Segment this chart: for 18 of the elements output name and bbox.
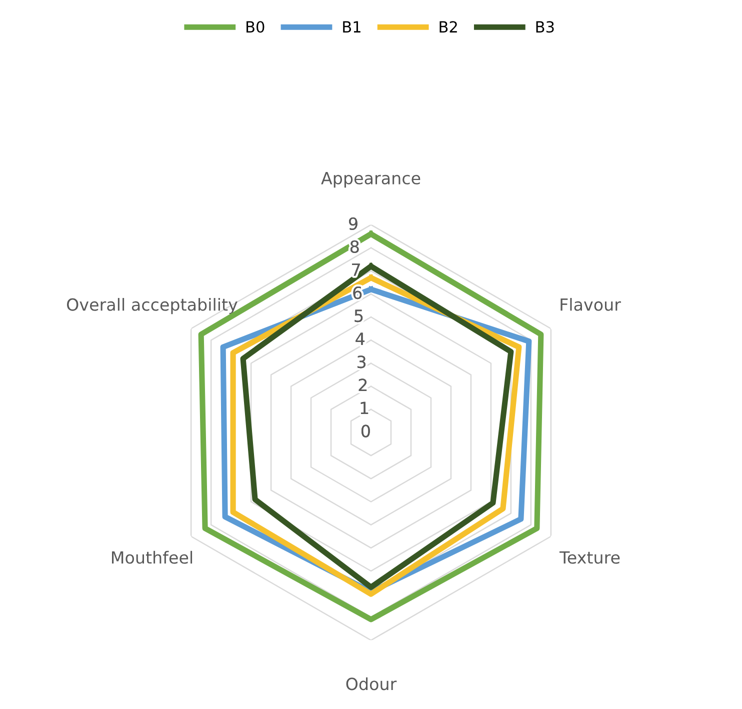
y-tick-label: 5: [354, 310, 363, 322]
spoke-label: Flavour: [560, 298, 621, 311]
legend-label: B0: [246, 21, 264, 33]
legend-label: B1: [343, 21, 360, 32]
spoke-label: Appearance: [321, 172, 420, 188]
spoke-label: Overall acceptability: [66, 298, 238, 314]
y-tick-label: 9: [348, 217, 358, 230]
y-tick-label: 0: [361, 424, 370, 438]
legend-label: B3: [536, 21, 554, 33]
y-tick-label: 3: [358, 356, 366, 368]
legend-label: B2: [440, 21, 457, 32]
y-tick-label: 7: [352, 264, 360, 276]
y-tick-label: 4: [356, 332, 365, 345]
spoke-label: Mouthfeel: [112, 550, 192, 564]
y-tick-label: 1: [360, 402, 368, 414]
spoke-label: Odour: [346, 677, 397, 690]
y-tick-label: 2: [358, 378, 367, 392]
spoke-label: Texture: [559, 551, 620, 564]
